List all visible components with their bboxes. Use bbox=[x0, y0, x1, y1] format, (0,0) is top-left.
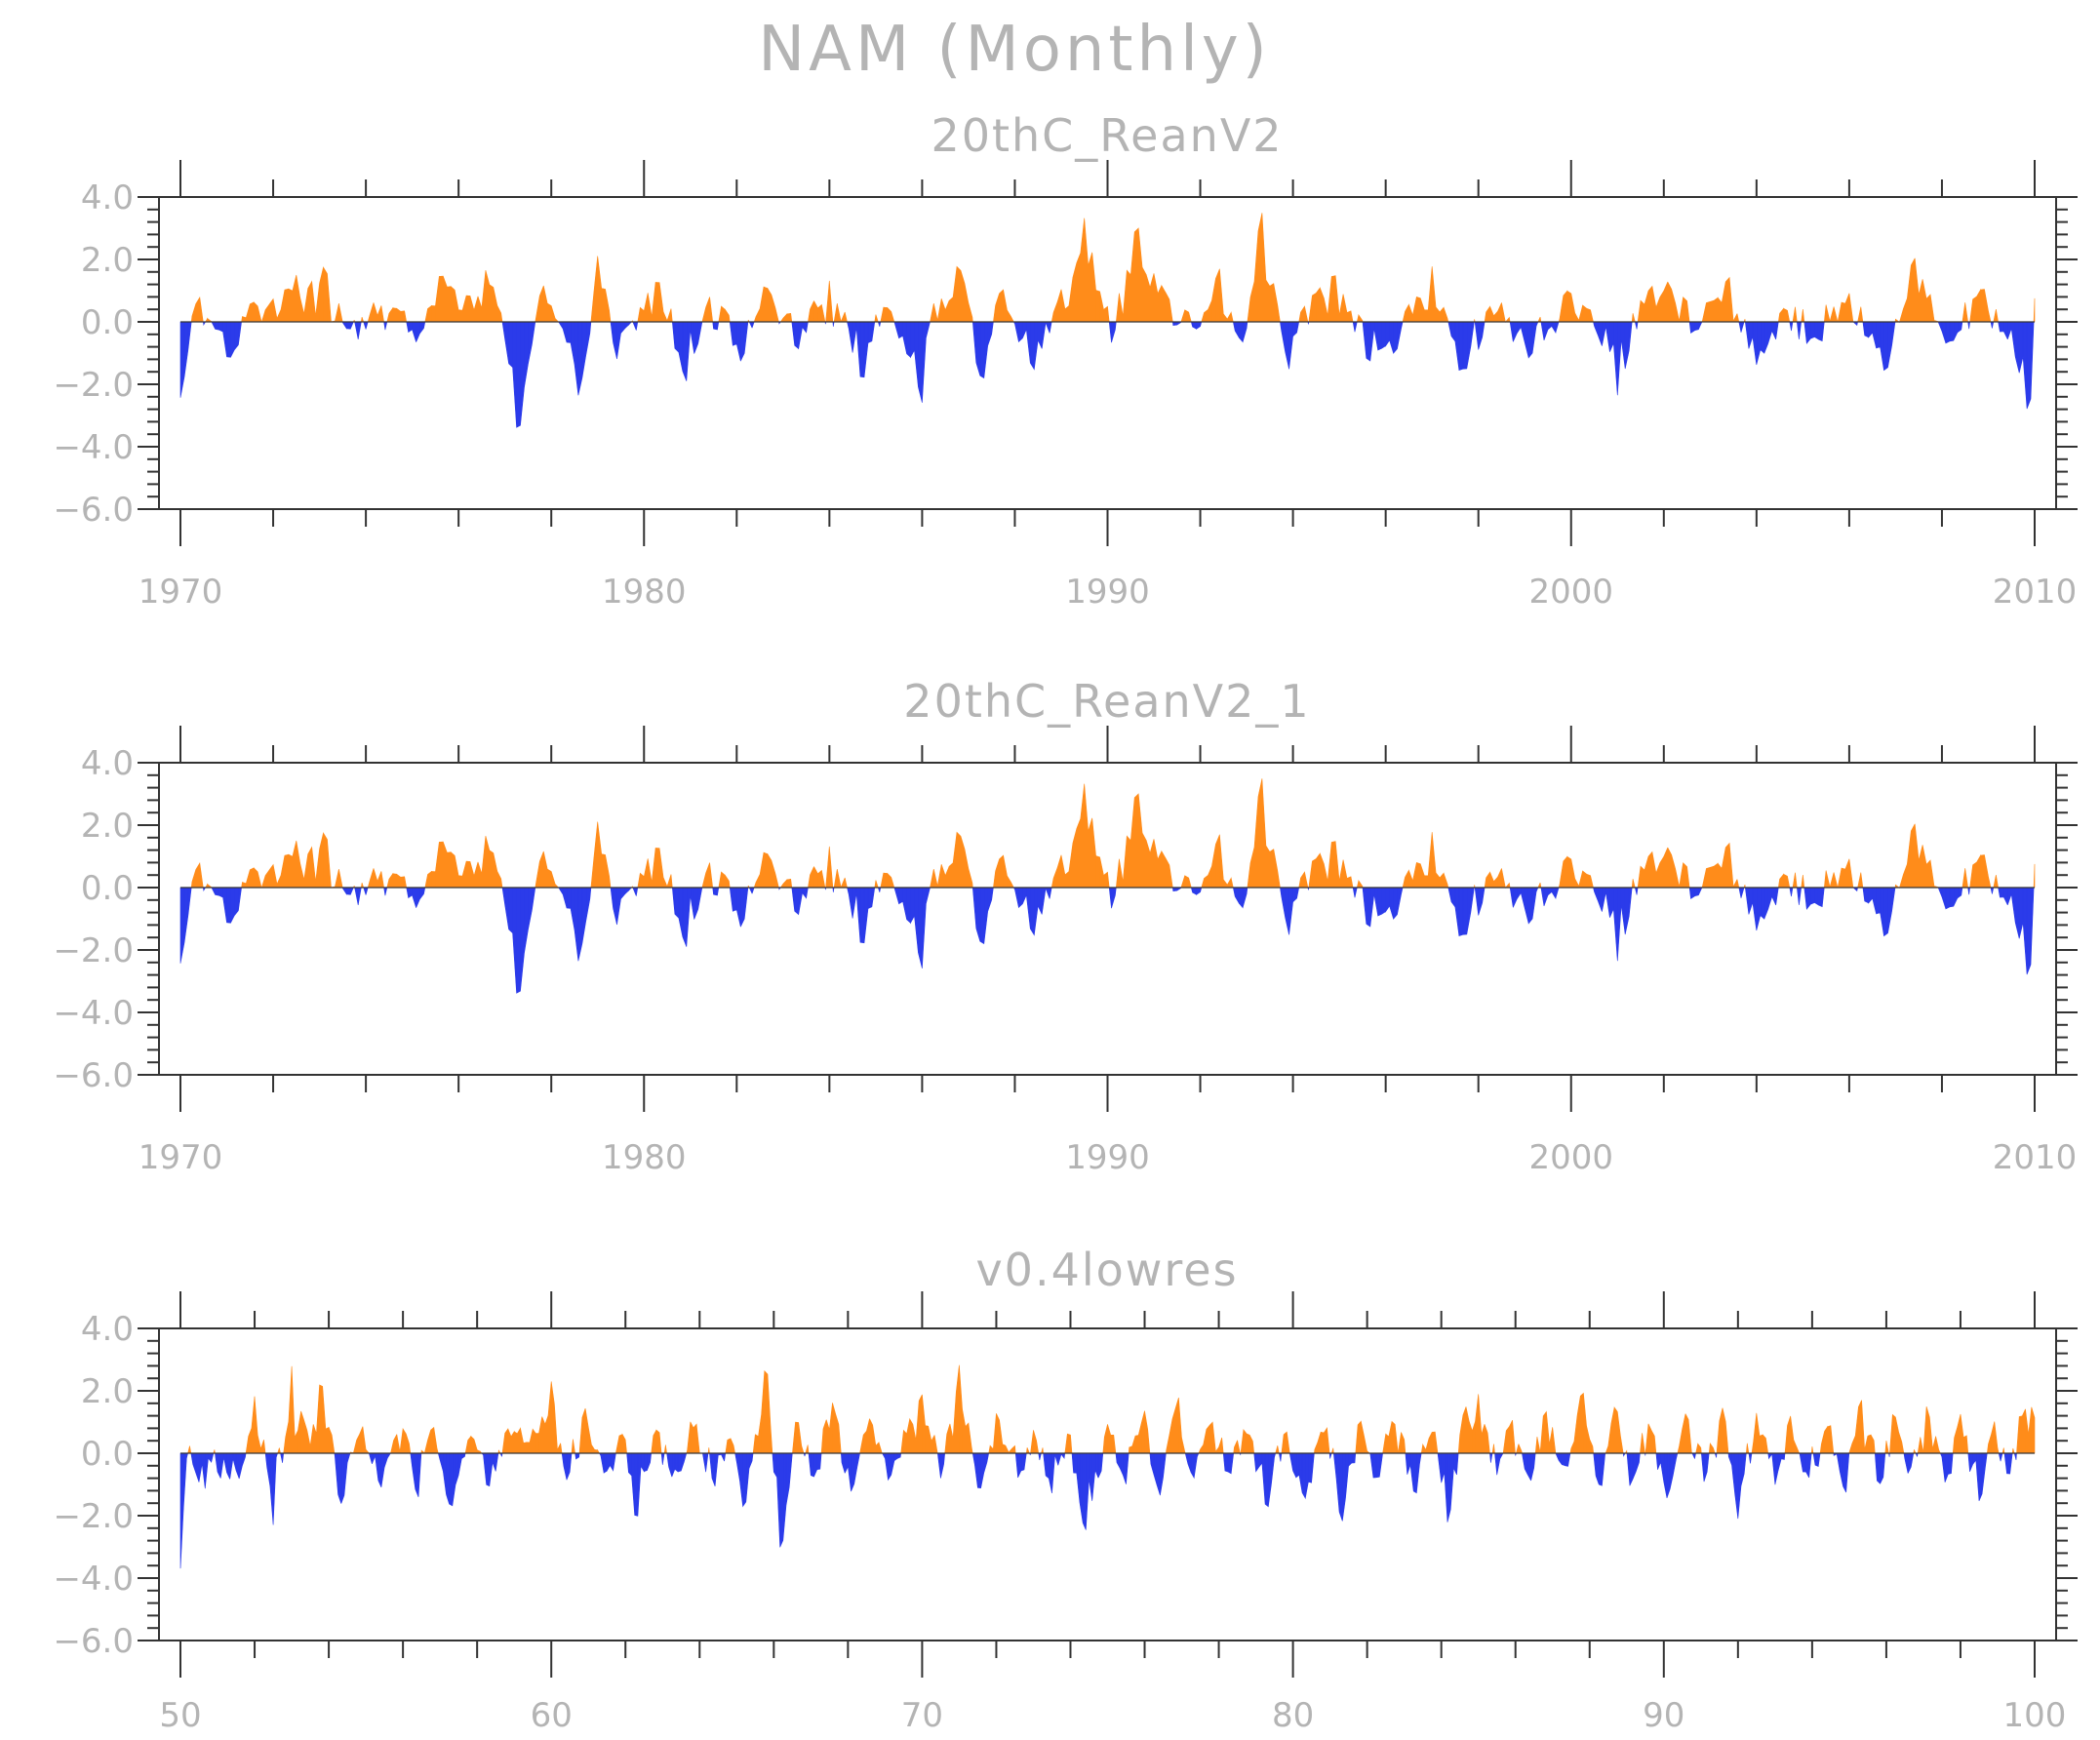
plot-frame bbox=[158, 196, 2057, 510]
positive-area bbox=[187, 1364, 2036, 1454]
y-tick-label: 0.0 bbox=[81, 1435, 134, 1474]
x-tick-label: 50 bbox=[159, 1696, 201, 1735]
y-tick-label: 4.0 bbox=[81, 744, 134, 783]
plot-frame bbox=[158, 1327, 2057, 1641]
y-tick-label: −6.0 bbox=[53, 491, 134, 530]
x-tick-label: 1980 bbox=[602, 573, 687, 612]
panel-v0-4lowres: v0.4lowres 4.0 2.0 0.0 −2.0 −4.0 −6.0 50 60 70 80… bbox=[53, 1244, 2078, 1735]
x-tick-label: 1990 bbox=[1065, 573, 1150, 612]
x-tick-label: 1970 bbox=[139, 1138, 223, 1177]
figure-title: NAM (Monthly) bbox=[758, 14, 1270, 86]
panel-20thc-reanv2: 20thC_ReanV2 4.0 2.0 0.0 −2.0 −4.0 −6.0 1970 19… bbox=[53, 109, 2078, 612]
y-tick-label: 0.0 bbox=[81, 869, 134, 908]
y-tick-label: 4.0 bbox=[81, 178, 134, 218]
x-tick-label: 90 bbox=[1643, 1696, 1684, 1735]
y-tick-label: −4.0 bbox=[53, 1560, 134, 1599]
x-tick-label: 60 bbox=[531, 1696, 573, 1735]
y-tick-label: −4.0 bbox=[53, 994, 134, 1033]
y-tick-label: −2.0 bbox=[53, 931, 134, 970]
y-tick-label: 4.0 bbox=[81, 1310, 134, 1349]
y-tick-label: 2.0 bbox=[81, 807, 134, 846]
positive-area bbox=[190, 778, 2036, 889]
x-tick-label: 1980 bbox=[602, 1138, 687, 1177]
y-tick-label: −6.0 bbox=[53, 1056, 134, 1095]
plot-frame bbox=[158, 762, 2057, 1076]
y-tick-label: −2.0 bbox=[53, 1497, 134, 1536]
y-tick-label: 0.0 bbox=[81, 303, 134, 342]
y-tick-label: 2.0 bbox=[81, 241, 134, 280]
y-tick-label: −4.0 bbox=[53, 428, 134, 467]
y-tick-label: 2.0 bbox=[81, 1372, 134, 1411]
panel-20thc-reanv2-1: 20thC_ReanV2_1 4.0 2.0 0.0 −2.0 −4.0 −6.0 1970… bbox=[53, 675, 2078, 1177]
x-tick-label: 2000 bbox=[1528, 1138, 1613, 1177]
x-tick-label: 2010 bbox=[1993, 573, 2078, 612]
panel-title: 20thC_ReanV2 bbox=[931, 109, 1283, 162]
x-tick-label: 2000 bbox=[1528, 573, 1613, 612]
negative-area bbox=[179, 321, 2035, 428]
x-tick-label: 100 bbox=[2003, 1696, 2067, 1735]
x-tick-label: 2010 bbox=[1993, 1138, 2078, 1177]
positive-area bbox=[190, 213, 2036, 323]
x-tick-label: 1970 bbox=[139, 573, 223, 612]
panel-title: v0.4lowres bbox=[975, 1244, 1238, 1296]
x-tick-label: 80 bbox=[1272, 1696, 1314, 1735]
panel-title: 20thC_ReanV2_1 bbox=[903, 675, 1310, 728]
x-tick-label: 1990 bbox=[1065, 1138, 1150, 1177]
negative-area bbox=[179, 1452, 2017, 1569]
negative-area bbox=[179, 887, 2035, 994]
y-tick-label: −2.0 bbox=[53, 366, 134, 405]
y-tick-label: −6.0 bbox=[53, 1622, 134, 1661]
x-tick-label: 70 bbox=[901, 1696, 943, 1735]
